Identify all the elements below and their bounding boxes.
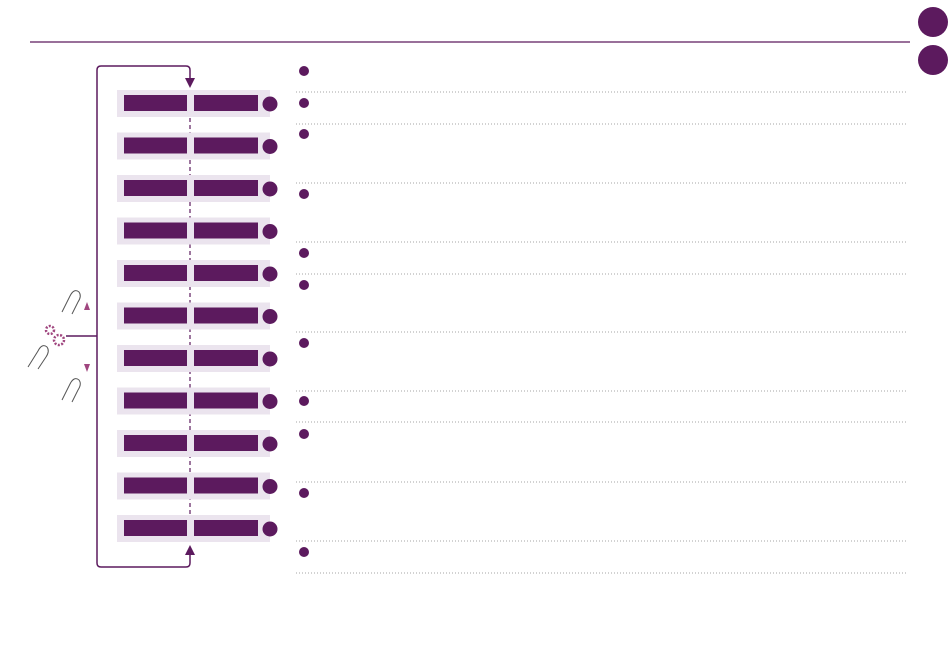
row-marker [262, 394, 278, 409]
finger-down [61, 378, 81, 403]
display-box [124, 222, 187, 239]
list-bullet [299, 98, 309, 108]
row-marker [262, 436, 278, 452]
display-box [194, 435, 258, 451]
display-box [124, 392, 187, 409]
display-box [124, 180, 187, 196]
arrow-up [185, 545, 195, 555]
display-box [194, 307, 258, 324]
list-bullet [299, 66, 309, 76]
list-bullet [299, 248, 309, 258]
display-box [194, 95, 258, 111]
down-indicator [84, 364, 90, 372]
display-box [194, 520, 258, 536]
display-box [124, 265, 187, 281]
gear-icon [44, 324, 56, 336]
row-marker [262, 224, 278, 239]
list-bullet [299, 429, 309, 439]
arrow-down [185, 78, 195, 88]
display-box [124, 95, 187, 111]
up-indicator [84, 302, 90, 310]
finger-up [61, 290, 81, 315]
list-bullet [299, 338, 309, 348]
display-box [194, 392, 258, 409]
row-marker [262, 96, 278, 112]
list-bullet [299, 488, 309, 498]
display-box [124, 435, 187, 451]
list-bullet [299, 396, 309, 406]
row-marker [262, 181, 278, 197]
loop-line [96, 65, 191, 568]
display-box [194, 137, 258, 154]
tab-marker [918, 45, 948, 75]
row-marker [262, 479, 278, 494]
list-bullet [299, 280, 309, 290]
display-box [124, 137, 187, 154]
row-marker [262, 266, 278, 282]
display-box [194, 222, 258, 239]
display-box [124, 307, 187, 324]
list-bullet [299, 547, 309, 557]
row-marker [262, 309, 278, 324]
row-marker [262, 351, 278, 367]
display-box [124, 520, 187, 536]
finger-press [27, 345, 49, 370]
display-box [194, 350, 258, 366]
row-marker [262, 139, 278, 154]
display-box [124, 350, 187, 366]
list-bullet [299, 189, 309, 199]
tab-marker [918, 7, 948, 37]
finger-icons [27, 290, 81, 403]
display-box [194, 477, 258, 494]
list-bullet [299, 129, 309, 139]
gear-icon [52, 333, 66, 347]
display-box [194, 180, 258, 196]
display-box [194, 265, 258, 281]
row-marker [262, 521, 278, 537]
display-box [124, 477, 187, 494]
